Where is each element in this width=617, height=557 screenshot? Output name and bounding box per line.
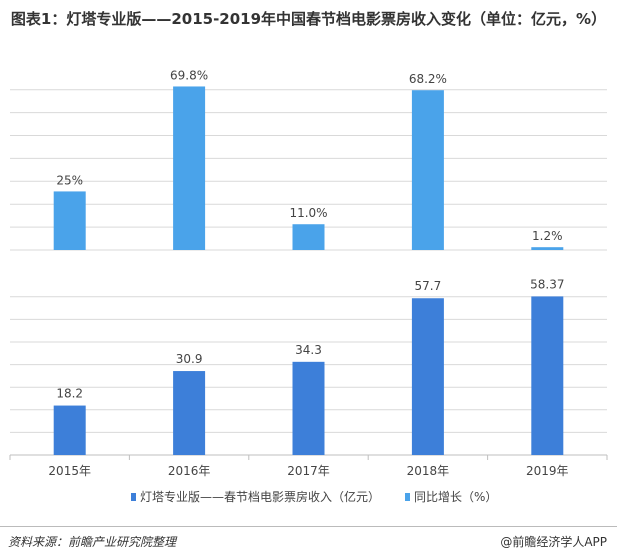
revenue-bar xyxy=(531,296,564,455)
legend-revenue-label: 灯塔专业版——春节档电影票房收入（亿元） xyxy=(140,489,380,504)
growth-data-label: 1.2% xyxy=(532,229,563,243)
legend-growth-label: 同比增长（%） xyxy=(414,490,497,504)
growth-bar xyxy=(292,224,325,250)
revenue-data-label: 58.37 xyxy=(530,277,564,291)
revenue-data-label: 34.3 xyxy=(295,343,322,357)
chart-title: 图表1：灯塔专业版——2015-2019年中国春节档电影票房收入变化（单位：亿元… xyxy=(10,10,607,28)
revenue-data-label: 57.7 xyxy=(415,279,442,293)
revenue-bar xyxy=(53,405,86,455)
x-tick-label: 2018年 xyxy=(407,464,450,478)
growth-bar xyxy=(173,86,206,251)
legend-revenue-swatch xyxy=(131,493,136,501)
growth-bar xyxy=(531,247,564,250)
growth-bar xyxy=(411,90,444,251)
x-tick-label: 2015年 xyxy=(48,464,91,478)
x-tick-label: 2019年 xyxy=(526,464,569,478)
growth-data-label: 68.2% xyxy=(409,72,447,86)
source-note: 资料来源：前瞻产业研究院整理 xyxy=(8,535,177,549)
growth-data-label: 11.0% xyxy=(289,206,327,220)
x-tick-label: 2017年 xyxy=(287,464,330,478)
legend-growth-swatch xyxy=(405,493,410,501)
x-tick-label: 2016年 xyxy=(168,464,211,478)
growth-data-label: 25% xyxy=(56,173,83,187)
brand-credit: @前瞻经济学人APP xyxy=(500,535,607,549)
revenue-bar xyxy=(173,371,206,455)
revenue-data-label: 18.2 xyxy=(56,387,83,401)
growth-bar xyxy=(53,191,86,250)
revenue-bar xyxy=(411,298,444,455)
revenue-data-label: 30.9 xyxy=(176,352,203,366)
footer-divider xyxy=(0,526,617,527)
revenue-bar xyxy=(292,361,325,455)
growth-data-label: 69.8% xyxy=(170,68,208,82)
